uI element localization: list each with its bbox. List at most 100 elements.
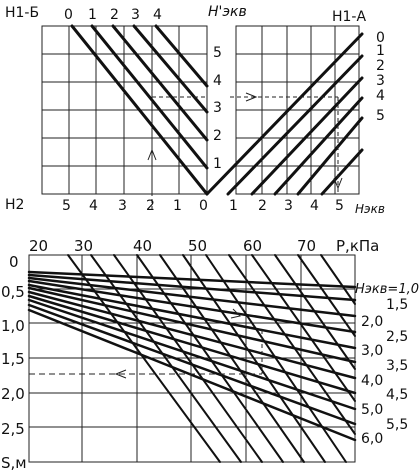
h-label-3-5: 3,5 bbox=[386, 358, 408, 374]
p-diag-8 bbox=[251, 254, 356, 402]
h-label-1-5: 1,5 bbox=[386, 297, 408, 313]
h-label-6-0: 6,0 bbox=[361, 431, 383, 447]
top-labels: H1-Б H1-А H'экв H2 Hэкв 0 1 2 3 4 5 4 3 … bbox=[5, 4, 385, 216]
h-curve-2-0 bbox=[27, 276, 357, 318]
h1a-line-5 bbox=[320, 148, 364, 196]
h-curve-1-0 bbox=[27, 270, 357, 289]
p-diag-11 bbox=[320, 254, 356, 305]
h-curve-3-0 bbox=[27, 283, 357, 350]
left-scale-3: 3 bbox=[118, 198, 127, 214]
h1a-lines bbox=[205, 32, 364, 196]
h-label-5-5: 5,5 bbox=[386, 417, 408, 433]
h1b-line-0 bbox=[70, 24, 209, 196]
h-curves bbox=[27, 270, 357, 442]
s-tick-2-0: 2,0 bbox=[1, 385, 25, 403]
h-curve-6-0 bbox=[27, 308, 357, 442]
p-diag-0 bbox=[67, 254, 221, 463]
h1a-curve-2: 2 bbox=[376, 58, 385, 74]
top-scale-1: 1 bbox=[88, 7, 97, 23]
s-tick-1-5: 1,5 bbox=[1, 350, 25, 368]
p-tick-40: 40 bbox=[133, 237, 152, 255]
h1b-lines bbox=[70, 24, 209, 196]
h1a-label: H1-А bbox=[332, 9, 366, 25]
h1b-line-2 bbox=[111, 24, 209, 142]
p-diag-3 bbox=[136, 254, 284, 463]
s-axis-label: S,м bbox=[1, 454, 27, 472]
p-tick-30: 30 bbox=[74, 237, 93, 255]
h-prime-label: H'экв bbox=[208, 4, 247, 20]
h1a-curve-5: 5 bbox=[376, 108, 385, 124]
h-label: Hэкв=1,0 bbox=[355, 282, 419, 297]
h-label-4-0: 4,0 bbox=[361, 373, 383, 389]
h1b-line-3 bbox=[132, 24, 209, 114]
p-diag-2 bbox=[113, 254, 263, 463]
bottom-grid bbox=[28, 254, 356, 463]
right-scale-4: 4 bbox=[310, 198, 319, 214]
arrow-right-icon bbox=[245, 92, 258, 102]
h-curve-5-5 bbox=[27, 303, 357, 426]
mid-scale-5: 5 bbox=[213, 45, 222, 61]
s-tick-0-5: 0,5 bbox=[1, 283, 25, 301]
h1b-label: H1-Б bbox=[5, 5, 39, 21]
top-scale-2: 2 bbox=[110, 7, 119, 23]
h-label-4-5: 4,5 bbox=[386, 387, 408, 403]
top-left-panel bbox=[41, 24, 209, 210]
mid-scale-4: 4 bbox=[213, 73, 222, 89]
top-scale-4: 4 bbox=[153, 7, 162, 23]
arrow-left-icon bbox=[114, 369, 127, 379]
h-ekv-label: Hэкв bbox=[355, 202, 385, 216]
bottom-labels: 20 30 40 50 60 70 P,кПа 0 0,5 1,0 1,5 2,… bbox=[1, 237, 419, 472]
h1b-line-1 bbox=[90, 24, 209, 170]
h1a-curve-0: 0 bbox=[376, 30, 385, 46]
h1a-curve-1: 1 bbox=[376, 43, 385, 59]
left-scale-1: 1 bbox=[173, 198, 182, 214]
right-scale-1: 1 bbox=[229, 198, 238, 214]
left-scale-2: 2 bbox=[146, 198, 155, 214]
mid-scale-1: 1 bbox=[213, 156, 222, 172]
top-scale-0: 0 bbox=[64, 7, 73, 23]
p-tick-50: 50 bbox=[188, 237, 207, 255]
right-scale-5: 5 bbox=[335, 198, 344, 214]
mid-scale-2: 2 bbox=[213, 128, 222, 144]
h1a-line-0 bbox=[205, 32, 364, 196]
right-scale-3: 3 bbox=[284, 198, 293, 214]
h-label-2-5: 2,5 bbox=[386, 329, 408, 345]
s-tick-1-0: 1,0 bbox=[1, 317, 25, 335]
top-right-panel bbox=[205, 25, 364, 196]
p-tick-60: 60 bbox=[243, 237, 262, 255]
p-diag-1 bbox=[90, 254, 242, 463]
left-scale-0: 0 bbox=[199, 198, 208, 214]
h1a-line-3 bbox=[273, 96, 364, 196]
h1a-line-2 bbox=[250, 76, 364, 196]
p-axis-label: P,кПа bbox=[336, 237, 379, 255]
h1a-curve-3: 3 bbox=[376, 73, 385, 89]
bottom-panel bbox=[27, 254, 357, 463]
left-scale-4: 4 bbox=[89, 198, 98, 214]
h-curve-3-5 bbox=[27, 286, 357, 364]
h-curve-5-0 bbox=[27, 298, 357, 411]
arrow-diagonal-icon bbox=[230, 308, 241, 319]
h-curve-2-5 bbox=[27, 279, 357, 334]
h1a-line-4 bbox=[296, 116, 364, 196]
s-tick-0: 0 bbox=[9, 253, 19, 271]
p-tick-20: 20 bbox=[29, 237, 48, 255]
p-tick-70: 70 bbox=[297, 237, 316, 255]
p-diag-7 bbox=[228, 254, 356, 435]
h-curve-4-5 bbox=[27, 294, 357, 395]
h-label-5-0: 5,0 bbox=[361, 402, 383, 418]
mid-scale-3: 3 bbox=[213, 100, 222, 116]
top-scale-3: 3 bbox=[131, 7, 140, 23]
h-curve-4-0 bbox=[27, 290, 357, 380]
h-label-2-0: 2,0 bbox=[361, 314, 383, 330]
h2-label: H2 bbox=[5, 197, 24, 213]
arrow-down-icon bbox=[333, 177, 343, 190]
p-diag-10 bbox=[297, 254, 356, 337]
h-curve-1-5 bbox=[27, 273, 357, 302]
right-scale-2: 2 bbox=[258, 198, 267, 214]
p-diag-4 bbox=[159, 254, 305, 463]
arrow-up-icon bbox=[147, 148, 157, 161]
h1b-line-4 bbox=[154, 24, 209, 88]
left-scale-5: 5 bbox=[62, 198, 71, 214]
h-label-3-0: 3,0 bbox=[361, 343, 383, 359]
